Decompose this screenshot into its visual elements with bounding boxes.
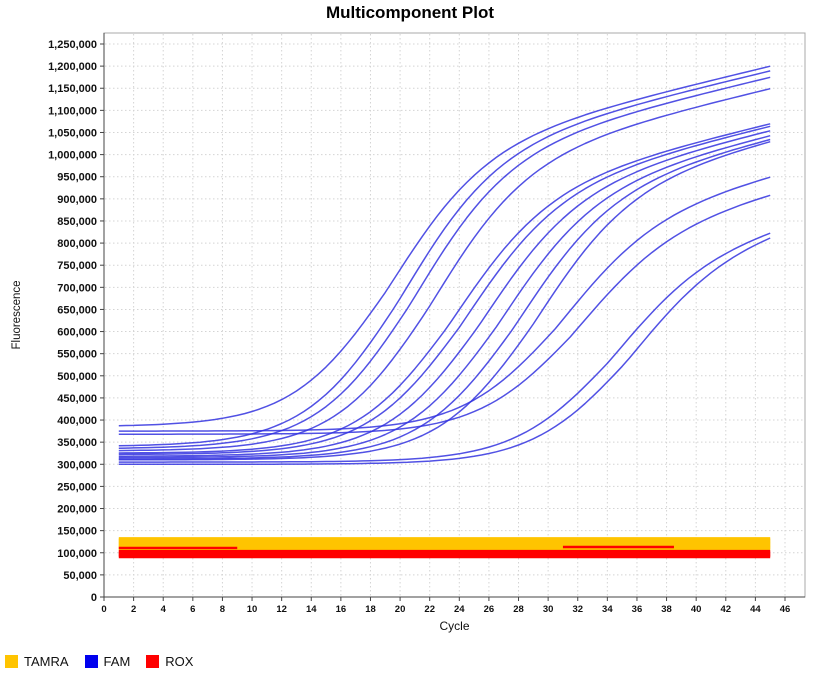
y-tick-label: 550,000 (57, 349, 97, 361)
fam-curves (118, 65, 771, 466)
tamra-swatch-icon (5, 655, 18, 668)
x-tick-label: 10 (247, 604, 258, 615)
x-tick-label: 22 (424, 604, 435, 615)
fam-curve-fam-10 (118, 140, 771, 461)
x-tick-label: 40 (691, 604, 702, 615)
fam-swatch-icon (84, 655, 98, 668)
y-tick-label: 1,100,000 (48, 105, 97, 117)
x-tick-label: 44 (750, 604, 761, 615)
y-tick-label: 800,000 (57, 238, 97, 250)
x-tick-label: 4 (161, 604, 167, 615)
fam-curve-fam-03 (118, 76, 771, 449)
x-tick-label: 2 (131, 604, 136, 615)
y-tick-label: 0 (91, 592, 97, 604)
y-tick-label: 1,050,000 (48, 127, 97, 139)
y-tick-label: 1,250,000 (48, 39, 97, 51)
x-tick-label: 12 (276, 604, 287, 615)
legend-item-rox: ROX (146, 654, 193, 669)
fam-curve-fam-07 (118, 130, 771, 457)
x-tick-label: 30 (543, 604, 554, 615)
y-tick-label: 300,000 (57, 459, 97, 471)
x-tick-label: 20 (395, 604, 406, 615)
fam-curve-fam-04 (118, 87, 771, 452)
axes (100, 33, 805, 601)
chart-title: Multicomponent Plot (325, 3, 495, 22)
y-tick-label: 900,000 (57, 194, 97, 206)
fam-curve-fam-08 (118, 134, 771, 459)
fam-curve-fam-02 (118, 70, 771, 447)
y-tick-label: 250,000 (57, 481, 97, 493)
y-tick-label: 150,000 (57, 526, 97, 538)
rox-swatch-icon (146, 655, 160, 668)
y-tick-label: 450,000 (57, 393, 97, 405)
x-tick-label: 0 (101, 604, 106, 615)
legend-label-rox: ROX (165, 654, 194, 669)
fam-curve-fam-05 (118, 123, 771, 454)
fam-curve-fam-12 (118, 194, 771, 435)
fam-curve-fam-14 (118, 237, 771, 466)
y-axis-title: Fluorescence (11, 280, 23, 349)
x-tick-label: 14 (306, 604, 317, 615)
rox-band (118, 545, 771, 559)
y-tick-label: 600,000 (57, 327, 97, 339)
y-tick-label: 700,000 (57, 282, 97, 294)
x-tick-label: 36 (632, 604, 643, 615)
y-tick-label: 1,150,000 (48, 83, 97, 95)
y-tick-label: 200,000 (57, 504, 97, 516)
y-tick-label: 400,000 (57, 415, 97, 427)
x-tick-label: 28 (513, 604, 524, 615)
y-tick-label: 1,000,000 (48, 150, 97, 162)
y-tick-label: 950,000 (57, 172, 97, 184)
x-tick-label: 38 (661, 604, 672, 615)
y-tick-label: 850,000 (57, 216, 97, 228)
x-tick-labels: 0 2 4 6 8 10 12 14 16 18 20 22 24 26 28 30 32 34 36 38 40 42 4… (101, 604, 790, 615)
x-tick-label: 34 (602, 604, 613, 615)
fam-curve-fam-06 (118, 125, 771, 456)
y-tick-label: 1,200,000 (48, 61, 97, 73)
y-tick-label: 650,000 (57, 304, 97, 316)
fam-curve-fam-11 (118, 176, 771, 432)
legend-label-fam: FAM (103, 654, 131, 669)
y-tick-label: 50,000 (63, 570, 97, 582)
legend: TAMRA FAM ROX (5, 654, 193, 669)
x-axis-title: Cycle (439, 619, 469, 633)
legend-item-tamra: TAMRA (5, 654, 69, 669)
plot-area (103, 32, 806, 598)
fam-curve-fam-01 (118, 65, 771, 427)
x-tick-label: 6 (190, 604, 195, 615)
legend-item-fam: FAM (84, 654, 131, 669)
legend-label-tamra: TAMRA (24, 654, 69, 669)
y-tick-label: 500,000 (57, 371, 97, 383)
x-tick-label: 42 (720, 604, 731, 615)
x-tick-label: 26 (484, 604, 495, 615)
y-tick-label: 100,000 (57, 548, 97, 560)
multicomponent-plot-canvas: 0 50,000 100,000 150,000 200,000 250,000 300,0… (11, 32, 806, 633)
x-tick-label: 18 (365, 604, 376, 615)
fam-curve-fam-09 (118, 138, 771, 460)
x-tick-label: 16 (336, 604, 347, 615)
y-tick-label: 350,000 (57, 437, 97, 449)
y-tick-labels: 0 50,000 100,000 150,000 200,000 250,000 300,0… (48, 39, 97, 604)
y-tick-label: 750,000 (57, 260, 97, 272)
x-tick-label: 46 (780, 604, 791, 615)
fam-curve-fam-13 (118, 232, 771, 463)
x-tick-label: 24 (454, 604, 465, 615)
x-tick-label: 32 (572, 604, 583, 615)
x-tick-label: 8 (220, 604, 225, 615)
